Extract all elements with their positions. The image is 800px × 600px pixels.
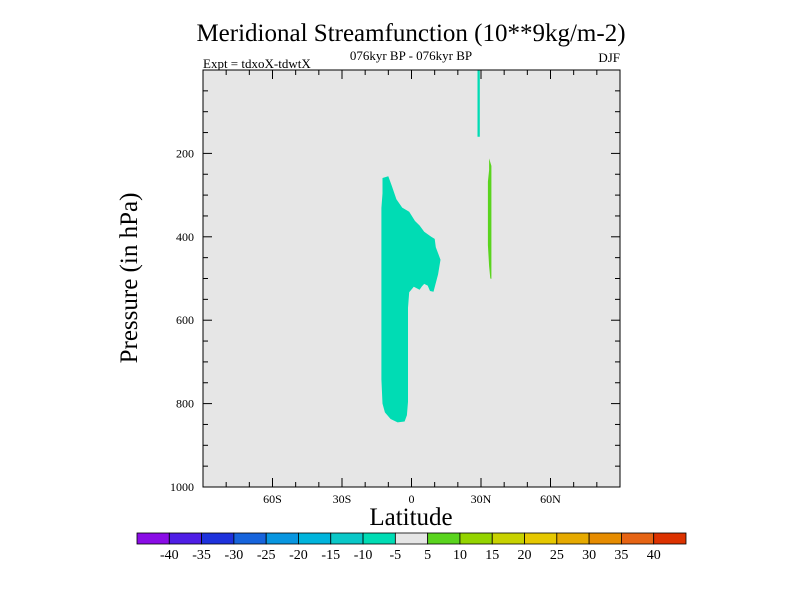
colorbar-swatch xyxy=(621,532,655,545)
colorbar-label: -10 xyxy=(354,548,373,563)
colorbar-label: 40 xyxy=(647,548,661,563)
y-tick-label: 400 xyxy=(176,230,194,244)
colorbar-swatch xyxy=(168,532,202,545)
experiment-label: Expt = tdxoX-tdwtX xyxy=(203,56,311,71)
colorbar-swatch xyxy=(491,532,525,545)
time-range-label: 076kyr BP - 076kyr BP xyxy=(350,48,472,63)
y-tick-label: 1000 xyxy=(170,480,194,494)
y-axis-label: Pressure (in hPa) xyxy=(116,193,143,364)
colorbar: -40 -35 -30 -25 -20 -15 -10 -5 5 10 15 20 25 30 35 40 xyxy=(136,532,687,563)
x-tick-label: 0 xyxy=(409,492,415,506)
negative-anomaly-cell xyxy=(381,176,441,423)
negative-thin-strip xyxy=(477,70,480,137)
colorbar-swatch xyxy=(524,532,558,545)
colorbar-label: -5 xyxy=(390,548,402,563)
colorbar-swatch xyxy=(265,532,299,545)
x-tick-label: 30S xyxy=(333,492,352,506)
y-tick-label: 600 xyxy=(176,313,194,327)
y-tick-label: 200 xyxy=(176,146,194,160)
colorbar-label: -40 xyxy=(160,548,179,563)
colorbar-label: 5 xyxy=(424,548,431,563)
colorbar-label: -15 xyxy=(321,548,340,563)
colorbar-label: 30 xyxy=(582,548,596,563)
positive-anomaly-strip xyxy=(487,158,492,279)
colorbar-swatch xyxy=(427,532,461,545)
colorbar-label: 20 xyxy=(518,548,532,563)
colorbar-label: 10 xyxy=(453,548,467,563)
colorbar-swatch xyxy=(330,532,364,545)
colorbar-swatch xyxy=(394,532,429,545)
colorbar-swatch xyxy=(459,532,493,545)
colorbar-swatch xyxy=(298,532,332,545)
colorbar-label: -25 xyxy=(257,548,276,563)
colorbar-swatch xyxy=(201,532,235,545)
colorbar-swatch xyxy=(653,532,687,545)
colorbar-label: 25 xyxy=(550,548,564,563)
colorbar-label: 15 xyxy=(485,548,499,563)
colorbar-swatch xyxy=(588,532,622,545)
colorbar-label: -30 xyxy=(225,548,244,563)
season-label: DJF xyxy=(598,50,620,65)
colorbar-swatch xyxy=(136,532,170,545)
y-tick-label: 800 xyxy=(176,397,194,411)
colorbar-label: 35 xyxy=(614,548,628,563)
colorbar-swatch xyxy=(362,532,396,545)
colorbar-swatch xyxy=(233,532,267,545)
colorbar-swatch xyxy=(556,532,590,545)
x-tick-label: 30N xyxy=(471,492,492,506)
chart-title: Meridional Streamfunction (10**9kg/m-2) xyxy=(196,20,625,47)
x-axis-label: Latitude xyxy=(369,504,452,531)
x-tick-label: 60N xyxy=(540,492,561,506)
x-tick-label: 60S xyxy=(263,492,282,506)
colorbar-label: -20 xyxy=(289,548,308,563)
colorbar-label: -35 xyxy=(192,548,211,563)
